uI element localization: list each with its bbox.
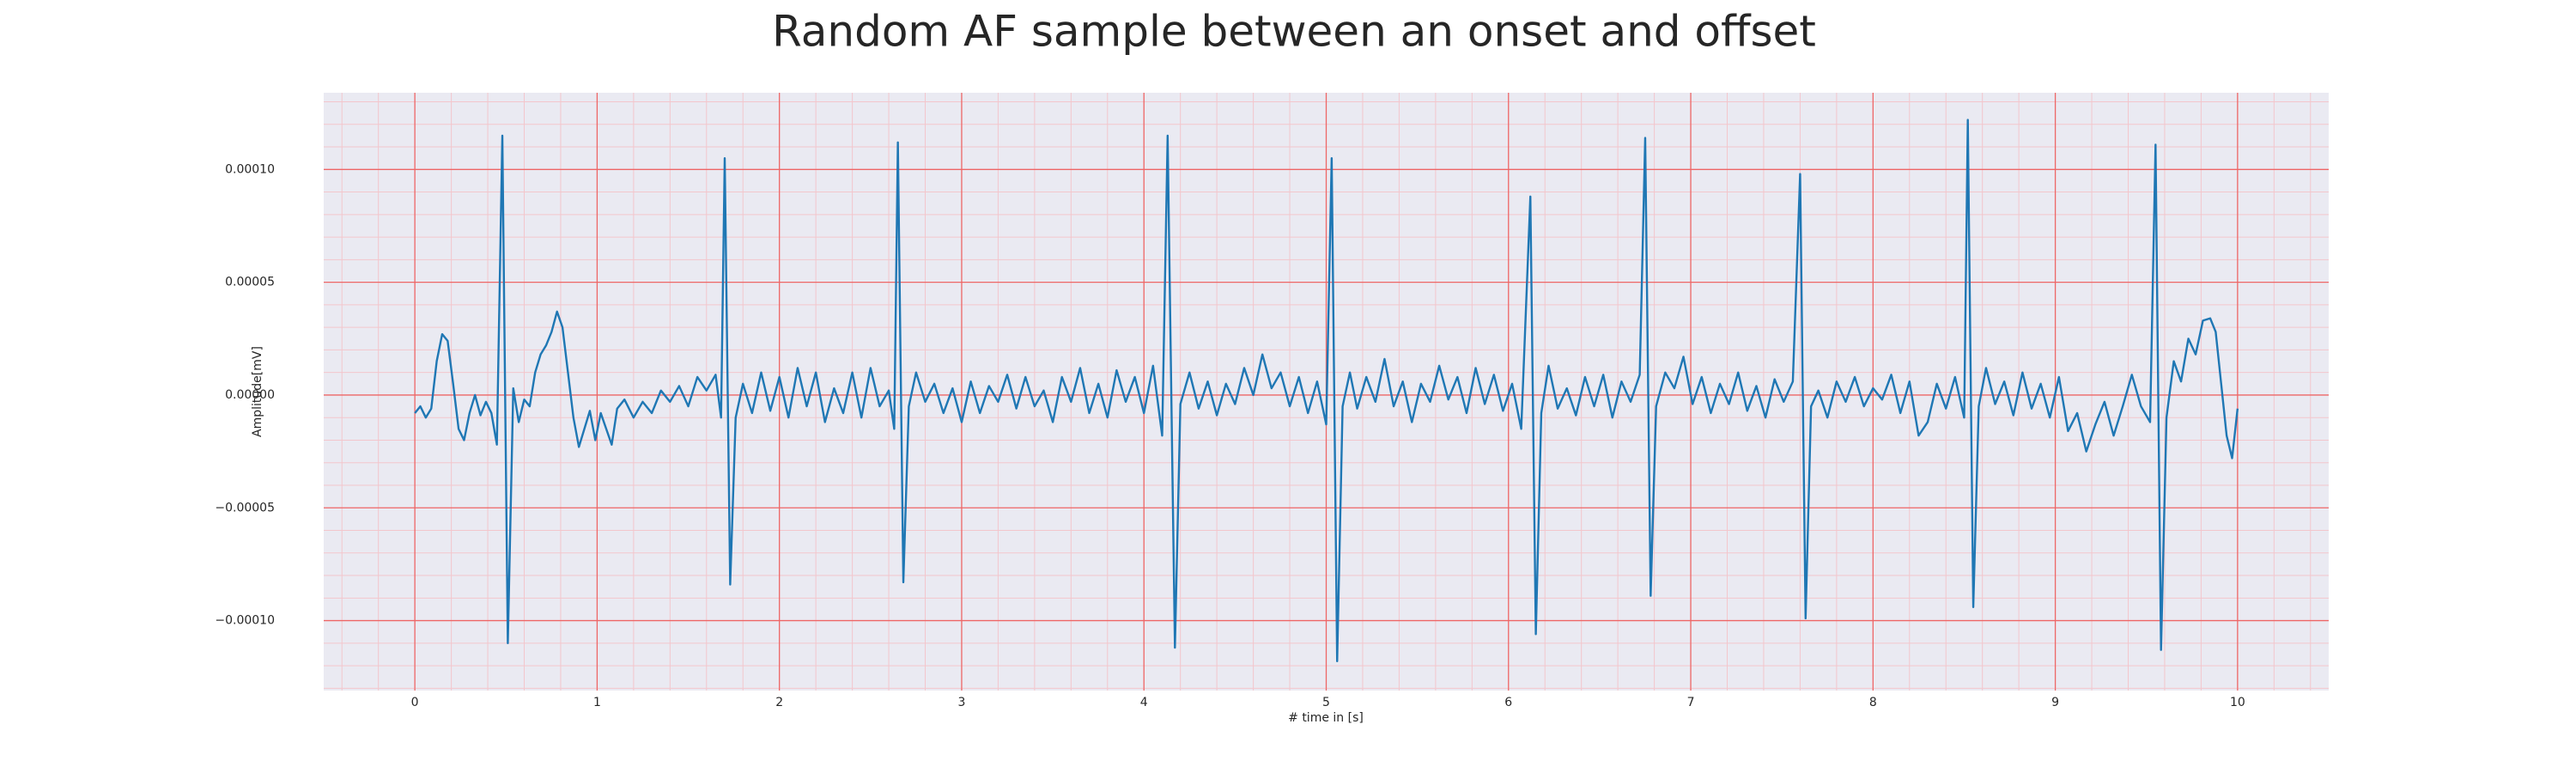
x-tick-label: 6	[1504, 696, 1512, 709]
chart-title: Random AF sample between an onset and of…	[772, 7, 1816, 57]
x-axis-label: # time in [s]	[1288, 711, 1364, 725]
x-tick-label: 8	[1869, 696, 1877, 709]
x-tick-label: 5	[1322, 696, 1330, 709]
y-tick-label: −0.00010	[215, 614, 275, 628]
x-tick-label: 9	[2051, 696, 2059, 709]
x-tick-label: 3	[957, 696, 965, 709]
y-tick-label: −0.00005	[215, 501, 275, 514]
signal-line	[414, 119, 2239, 663]
x-tick-label: 0	[411, 696, 419, 709]
y-tick-label: 0.00010	[225, 162, 275, 176]
x-tick-label: 10	[2230, 696, 2245, 709]
x-tick-label: 7	[1687, 696, 1695, 709]
x-tick-label: 1	[593, 696, 601, 709]
x-tick-label: 2	[775, 696, 783, 709]
y-tick-label: 0.00005	[225, 276, 275, 289]
x-tick-label: 4	[1140, 696, 1148, 709]
y-tick-label: 0.00000	[225, 388, 275, 402]
y-axis-label: Amplitude[mV]	[251, 346, 264, 437]
